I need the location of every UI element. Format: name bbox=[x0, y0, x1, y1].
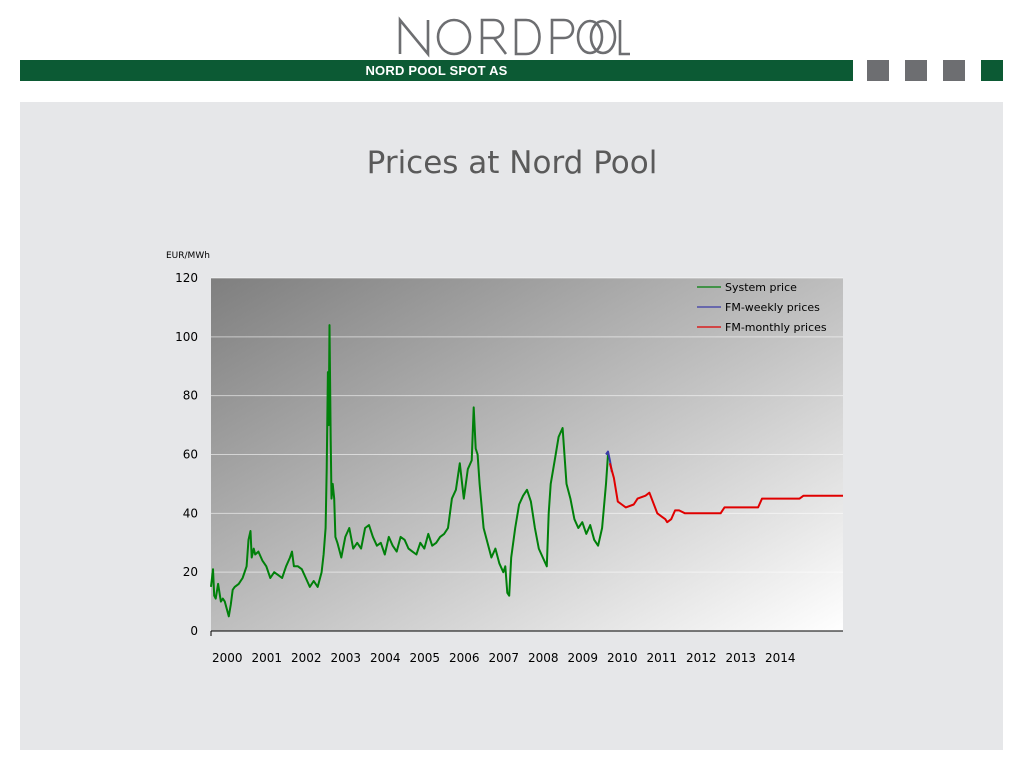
x-tick-label: 2012 bbox=[686, 651, 717, 665]
series-lines bbox=[210, 324, 843, 618]
y-tick-label: 120 bbox=[175, 271, 198, 285]
x-tick-label: 2010 bbox=[607, 651, 638, 665]
series-line-1 bbox=[210, 324, 609, 618]
x-tick-label: 2005 bbox=[410, 651, 441, 665]
y-tick-label: 80 bbox=[183, 389, 198, 403]
y-tick-label: 20 bbox=[183, 565, 198, 579]
gridlines bbox=[211, 277, 843, 573]
header-square-3 bbox=[943, 60, 965, 81]
header-square-1 bbox=[867, 60, 889, 81]
x-tick-label: 2004 bbox=[370, 651, 401, 665]
y-tick-label: 100 bbox=[175, 330, 198, 344]
legend-label: FM-weekly prices bbox=[725, 301, 820, 314]
y-tick-labels: 0 20 40 60 80 100 120 bbox=[175, 271, 198, 638]
y-tick-label: 0 bbox=[190, 624, 198, 638]
y-tick-label: 40 bbox=[183, 506, 198, 520]
x-tick-label: 2006 bbox=[449, 651, 480, 665]
x-tick-label: 2009 bbox=[568, 651, 599, 665]
x-tick-label: 2000 bbox=[212, 651, 243, 665]
x-tick-label: 2011 bbox=[647, 651, 678, 665]
y-tick-label: 60 bbox=[183, 448, 198, 462]
x-tick-labels: 2000 2001 2002 2003 2004 2005 2006 2007 2008 2009… bbox=[212, 651, 796, 665]
legend: System price FM-weekly prices FM-monthly p… bbox=[697, 281, 827, 334]
x-tick-label: 2002 bbox=[291, 651, 322, 665]
x-tick-label: 2001 bbox=[252, 651, 283, 665]
axes bbox=[210, 630, 843, 636]
legend-label: System price bbox=[725, 281, 797, 294]
x-tick-label: 2007 bbox=[489, 651, 520, 665]
x-tick-label: 2008 bbox=[528, 651, 559, 665]
legend-label: FM-monthly prices bbox=[725, 321, 827, 334]
company-name: NORD POOL SPOT AS bbox=[365, 63, 508, 78]
x-tick-label: 2014 bbox=[765, 651, 796, 665]
header-square-4 bbox=[981, 60, 1003, 81]
nord-pool-logo bbox=[398, 16, 630, 58]
x-tick-label: 2003 bbox=[331, 651, 362, 665]
header-square-2 bbox=[905, 60, 927, 81]
slide-title: Prices at Nord Pool bbox=[366, 145, 658, 181]
series-line-3 bbox=[608, 463, 843, 524]
header-band: NORD POOL SPOT AS bbox=[20, 60, 853, 81]
y-axis-unit: EUR/MWh bbox=[166, 251, 210, 261]
x-tick-label: 2013 bbox=[726, 651, 757, 665]
